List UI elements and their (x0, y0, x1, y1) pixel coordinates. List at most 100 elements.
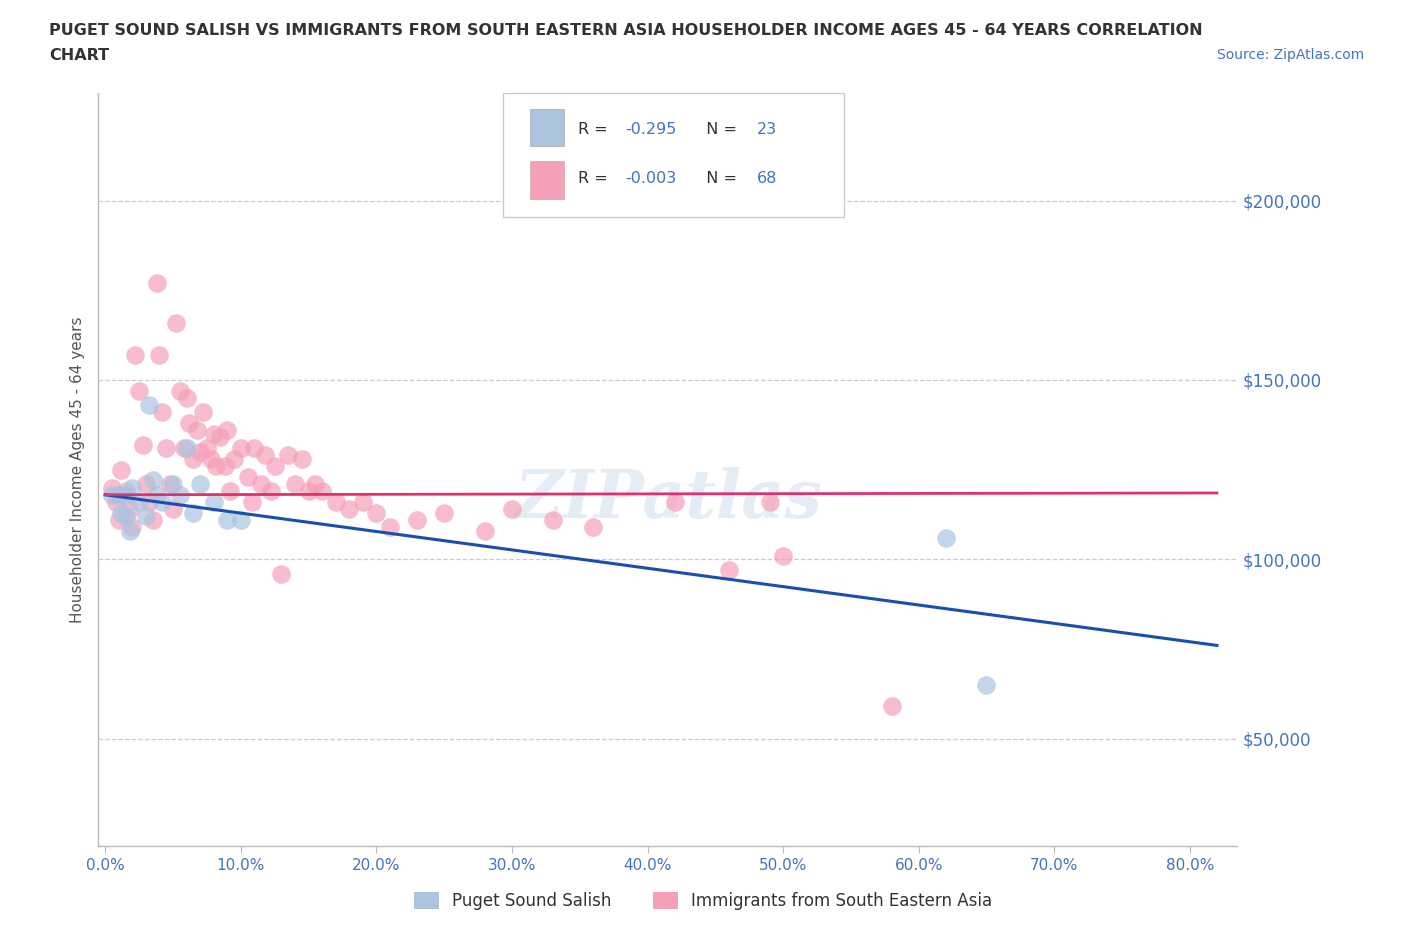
Point (150, 495, 173, 510)
Text: -0.295: -0.295 (626, 122, 678, 137)
Point (148, 348, 170, 363)
Point (169, 383, 191, 398)
Point (433, 505, 456, 520)
Point (145, 275, 167, 290)
Point (474, 524, 496, 538)
Point (214, 458, 236, 473)
Point (291, 451, 314, 466)
Point (217, 512, 239, 527)
Point (145, 487, 167, 502)
Point (188, 476, 211, 491)
Point (202, 426, 225, 441)
Point (664, 495, 686, 510)
Point (107, 512, 129, 527)
Text: -0.003: -0.003 (626, 171, 676, 186)
Point (155, 441, 177, 456)
Text: ZIPatlas: ZIPatlas (515, 467, 821, 532)
Point (325, 495, 347, 510)
Point (406, 512, 429, 527)
Point (183, 451, 205, 466)
Point (352, 495, 374, 510)
Point (202, 495, 225, 510)
Point (162, 501, 184, 516)
Point (114, 487, 136, 502)
Point (101, 487, 124, 502)
Point (188, 445, 211, 459)
Text: 23: 23 (756, 122, 776, 137)
Point (176, 391, 198, 405)
Text: N =: N = (696, 171, 742, 186)
Legend: Puget Sound Salish, Immigrants from South Eastern Asia: Puget Sound Salish, Immigrants from Sout… (406, 885, 1000, 917)
Point (501, 501, 523, 516)
Point (250, 476, 273, 491)
Point (541, 512, 564, 527)
Point (135, 509, 157, 524)
Point (229, 512, 252, 527)
Point (229, 441, 252, 456)
Point (138, 398, 160, 413)
Point (191, 405, 214, 419)
Point (179, 416, 201, 431)
Point (124, 348, 146, 363)
Point (935, 530, 957, 545)
Point (195, 441, 218, 456)
Point (277, 448, 299, 463)
Text: PUGET SOUND SALISH VS IMMIGRANTS FROM SOUTH EASTERN ASIA HOUSEHOLDER INCOME AGES: PUGET SOUND SALISH VS IMMIGRANTS FROM SO… (49, 23, 1204, 38)
Point (200, 451, 222, 466)
Point (304, 476, 326, 491)
Point (173, 441, 195, 456)
Point (263, 458, 285, 473)
Point (222, 451, 245, 466)
Point (240, 495, 263, 510)
Point (162, 476, 184, 491)
FancyBboxPatch shape (503, 93, 845, 218)
Point (135, 476, 157, 491)
Point (105, 495, 128, 510)
Point (183, 505, 205, 520)
Point (337, 501, 360, 516)
Point (150, 405, 173, 419)
Point (159, 476, 181, 491)
Point (297, 484, 319, 498)
Point (219, 484, 242, 498)
Point (142, 512, 165, 527)
Text: N =: N = (696, 122, 742, 137)
Point (243, 441, 266, 456)
Point (880, 699, 903, 714)
Point (284, 476, 307, 491)
Point (236, 470, 259, 485)
Point (270, 566, 292, 581)
Point (758, 495, 780, 510)
Point (110, 462, 132, 477)
Y-axis label: Householder Income Ages 45 - 64 years: Householder Income Ages 45 - 64 years (70, 316, 86, 623)
Point (121, 520, 143, 535)
Point (114, 509, 136, 524)
Text: CHART: CHART (49, 48, 110, 63)
Point (976, 677, 998, 692)
Point (165, 315, 187, 330)
Point (259, 484, 281, 498)
Point (118, 501, 141, 516)
Point (209, 430, 232, 445)
FancyBboxPatch shape (530, 109, 564, 146)
Point (217, 423, 239, 438)
Point (186, 423, 208, 438)
FancyBboxPatch shape (530, 161, 564, 199)
Point (366, 505, 388, 520)
Point (717, 563, 740, 578)
Point (101, 480, 124, 495)
Text: 68: 68 (756, 171, 778, 186)
Point (169, 487, 191, 502)
Point (107, 487, 129, 502)
Point (254, 448, 277, 463)
Point (128, 383, 150, 398)
Text: Source: ZipAtlas.com: Source: ZipAtlas.com (1216, 48, 1364, 62)
Point (110, 505, 132, 520)
Text: R =: R = (578, 171, 613, 186)
Point (582, 520, 605, 535)
Text: R =: R = (578, 122, 613, 137)
Point (132, 437, 155, 452)
Point (121, 480, 143, 495)
Point (114, 484, 136, 498)
Point (138, 495, 160, 510)
